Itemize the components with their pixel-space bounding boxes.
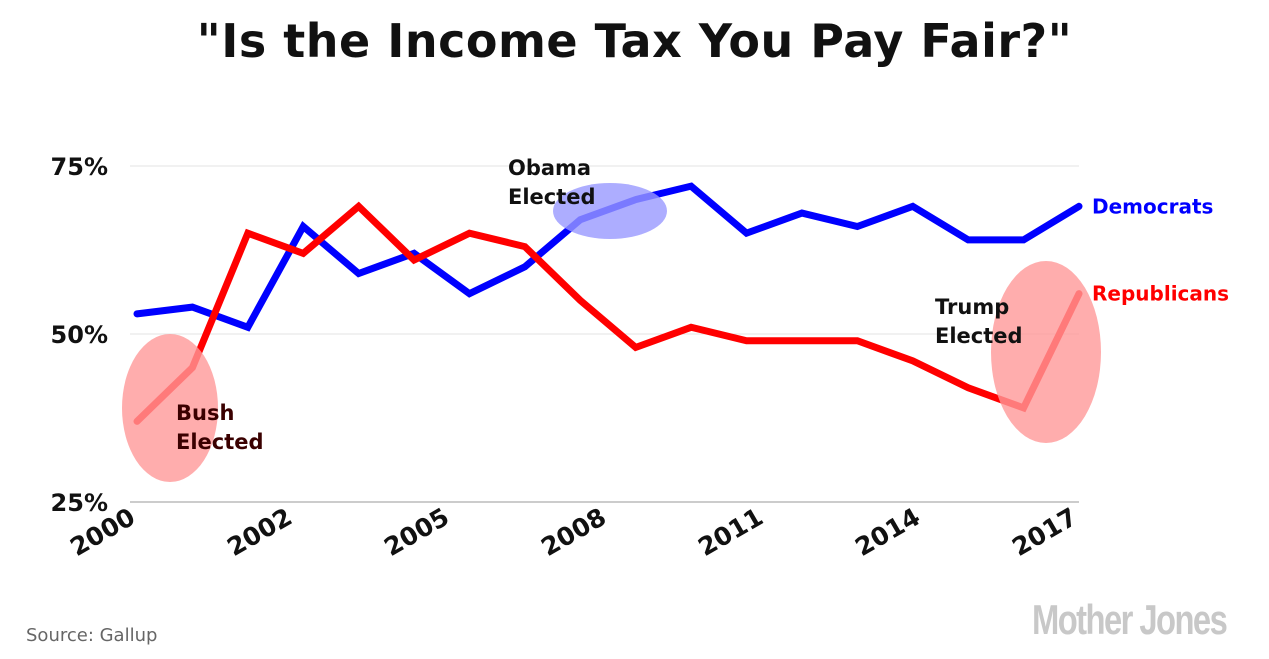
- x-tick-label: 2014: [850, 502, 925, 562]
- x-tick-label: 2011: [693, 502, 768, 562]
- x-tick-label: 2002: [222, 502, 297, 562]
- x-tick-label: 2008: [536, 502, 611, 562]
- annotation-ellipse: [991, 261, 1101, 443]
- x-tick-label: 2017: [1007, 502, 1082, 562]
- annotation-label: Trump: [935, 295, 1009, 319]
- mother-jones-logo: Mother Jones: [1032, 596, 1228, 643]
- y-tick-label: 25%: [51, 489, 108, 517]
- chart-title: "Is the Income Tax You Pay Fair?": [196, 14, 1073, 68]
- annotation-ellipse: [122, 334, 218, 482]
- series-label-republicans: Republicans: [1092, 282, 1229, 306]
- annotation-label: Elected: [508, 185, 596, 209]
- source-note: Source: Gallup: [26, 625, 158, 646]
- annotation-label: Bush: [176, 401, 234, 425]
- y-tick-label: 50%: [51, 321, 108, 349]
- series-label-democrats: Democrats: [1092, 194, 1213, 218]
- y-tick-label: 75%: [51, 153, 108, 181]
- series-line-republicans: [133, 201, 1083, 425]
- x-tick-label: 2005: [379, 502, 454, 562]
- annotation-ellipse: [553, 183, 667, 239]
- annotation-label: Obama: [508, 156, 591, 180]
- annotation-label: Elected: [176, 430, 264, 454]
- annotation-label: Elected: [935, 324, 1023, 348]
